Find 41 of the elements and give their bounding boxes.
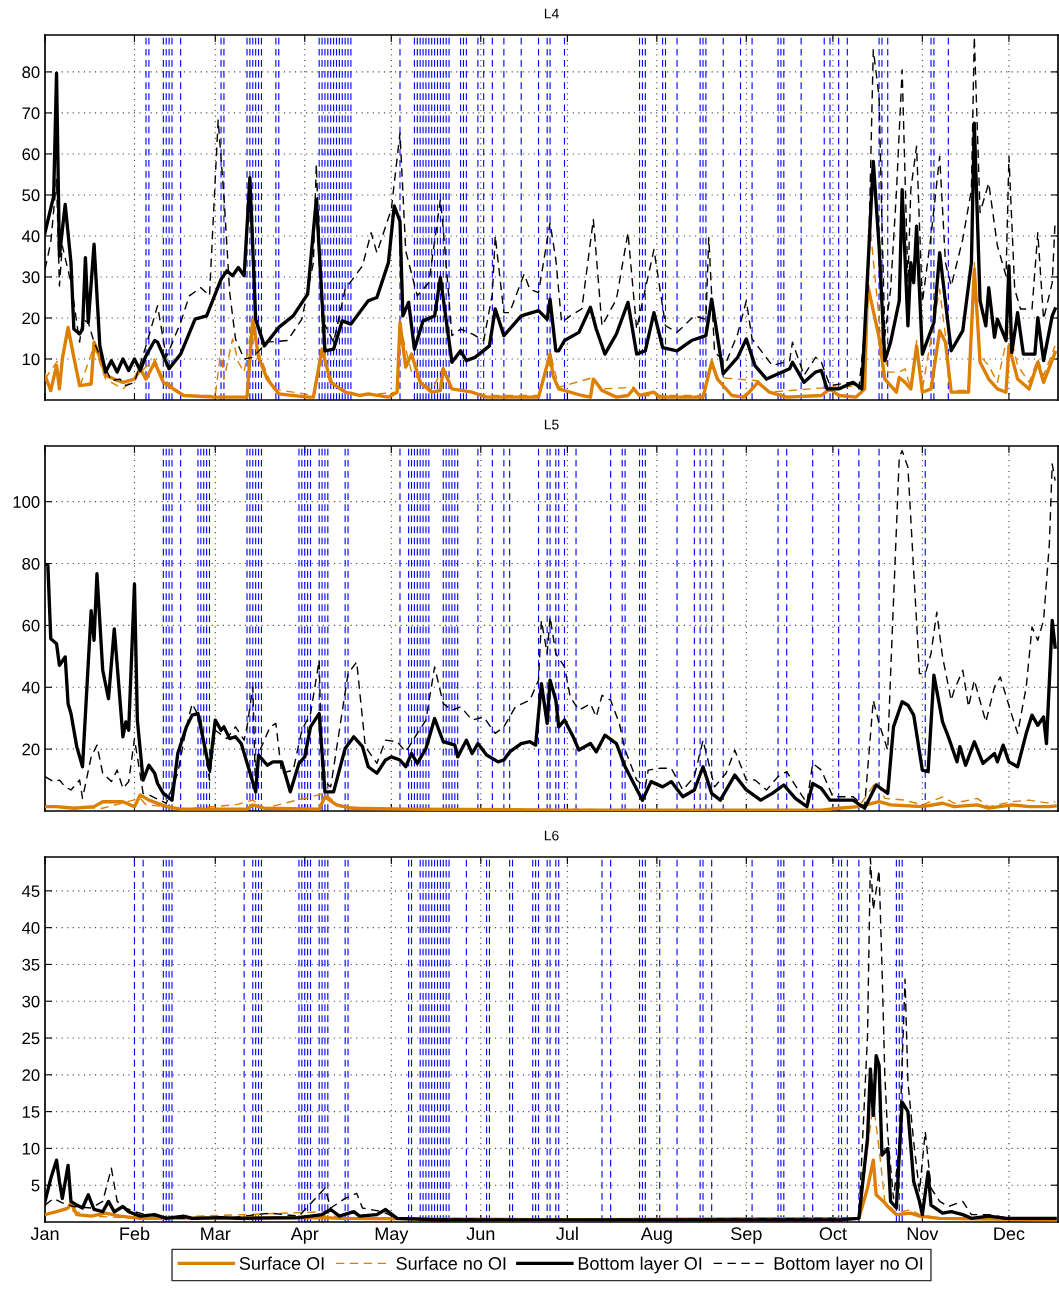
chart-title: L5 [544, 419, 559, 430]
legend-label: Bottom layer OI [578, 1256, 702, 1274]
y-tick-label: 30 [22, 271, 40, 284]
y-tick-label: 20 [22, 743, 40, 756]
x-tick-label: Nov [907, 1227, 939, 1241]
y-tick-label: 15 [22, 1106, 40, 1118]
y-tick-label: 20 [22, 1069, 40, 1082]
y-tick-label: 10 [22, 1142, 40, 1155]
chart-title: L4 [544, 8, 559, 19]
y-tick-label: 80 [22, 557, 40, 570]
x-tick-label: Apr [290, 1227, 319, 1244]
y-tick-label: 45 [21, 885, 40, 898]
y-tick-label: 70 [22, 107, 40, 120]
y-tick-label: 100 [13, 496, 40, 508]
x-tick-label: Aug [640, 1227, 672, 1244]
chart-title: L6 [544, 830, 559, 841]
legend-label: Surface no OI [396, 1256, 506, 1270]
x-tick-label: May [375, 1227, 409, 1244]
x-tick-label: Jul [556, 1226, 578, 1241]
y-tick-label: 40 [21, 922, 40, 934]
y-tick-label: 25 [22, 1032, 40, 1045]
y-tick-label: 30 [22, 995, 40, 1008]
y-tick-label: 60 [22, 148, 40, 161]
y-tick-label: 80 [22, 66, 40, 79]
x-tick-label: Jan [30, 1227, 59, 1241]
x-tick-label: Mar [201, 1227, 231, 1241]
x-tick-label: Sep [731, 1227, 762, 1244]
legend-label: Bottom layer no OI [774, 1256, 923, 1274]
y-tick-label: 40 [21, 681, 40, 694]
y-tick-label: 10 [22, 353, 40, 366]
y-tick-label: 40 [21, 230, 40, 243]
y-tick-label: 50 [22, 189, 40, 202]
y-tick-label: 60 [22, 619, 40, 632]
x-tick-label: Feb [120, 1226, 150, 1241]
x-tick-label: Oct [819, 1227, 847, 1241]
x-tick-label: Jun [466, 1227, 495, 1241]
y-tick-label: 5 [31, 1179, 40, 1192]
y-tick-label: 35 [22, 958, 40, 971]
y-tick-label: 20 [22, 312, 40, 325]
legend-label: Surface OI [239, 1256, 324, 1270]
x-tick-label: Dec [994, 1227, 1025, 1241]
